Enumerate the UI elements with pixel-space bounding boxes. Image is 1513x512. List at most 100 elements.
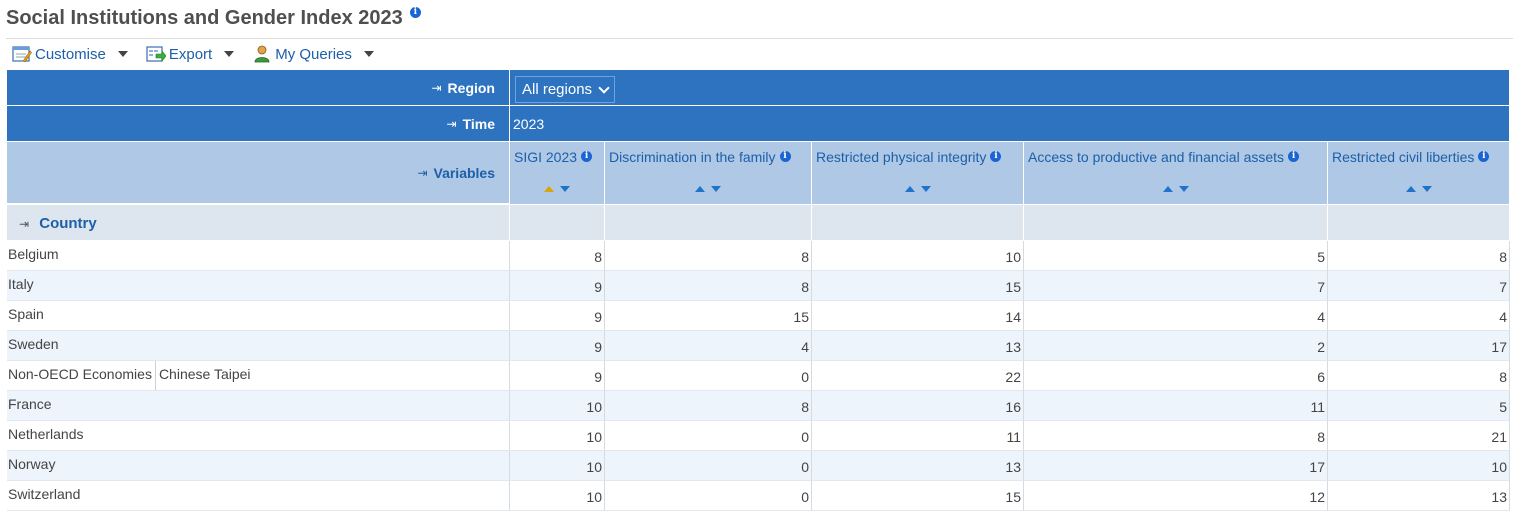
region-label: Region bbox=[447, 79, 495, 96]
value-cell: 4 bbox=[1328, 301, 1510, 331]
empty-cell bbox=[605, 205, 812, 241]
customise-menu[interactable]: Customise bbox=[12, 45, 128, 63]
empty-cell bbox=[1328, 205, 1510, 241]
chevron-down-icon bbox=[598, 81, 610, 94]
chevron-down-icon bbox=[224, 51, 235, 57]
sort-ascending-icon[interactable] bbox=[1405, 185, 1416, 192]
value-cell: 13 bbox=[812, 331, 1024, 361]
country-cell: France bbox=[7, 391, 510, 421]
value-cell: 8 bbox=[605, 271, 812, 301]
value-cell: 10 bbox=[510, 481, 605, 511]
customise-icon bbox=[12, 46, 32, 63]
column-header[interactable]: Discrimination in the family i bbox=[605, 142, 811, 173]
export-label: Export bbox=[168, 45, 213, 63]
value-cell: 9 bbox=[510, 271, 605, 301]
info-icon[interactable]: i bbox=[581, 151, 593, 162]
time-row: ⇥ Time 2023 bbox=[7, 106, 1510, 142]
chevron-down-icon bbox=[363, 51, 374, 57]
sort-ascending-icon[interactable] bbox=[1162, 185, 1173, 192]
sort-descending-icon[interactable] bbox=[711, 185, 721, 192]
value-cell: 22 bbox=[812, 361, 1024, 391]
country-name: France bbox=[8, 396, 52, 412]
info-icon[interactable]: i bbox=[990, 151, 1002, 162]
user-icon bbox=[254, 45, 270, 63]
sort-controls bbox=[1024, 173, 1327, 204]
info-icon[interactable]: i bbox=[779, 151, 791, 162]
time-dimension-header[interactable]: ⇥ Time bbox=[7, 106, 510, 142]
column-header-label: Discrimination in the family bbox=[609, 149, 776, 165]
my-queries-menu[interactable]: My Queries bbox=[252, 45, 374, 63]
value-cell: 0 bbox=[605, 421, 812, 451]
country-subname: Chinese Taipei bbox=[154, 361, 251, 390]
country-name: Switzerland bbox=[8, 486, 81, 502]
value-cell: 16 bbox=[812, 391, 1024, 421]
column-header[interactable]: Access to productive and financial asset… bbox=[1024, 142, 1327, 173]
country-cell: Switzerland bbox=[7, 481, 510, 511]
value-cell: 4 bbox=[1024, 301, 1328, 331]
column-header[interactable]: Restricted physical integrity i bbox=[812, 142, 1023, 173]
country-name: Norway bbox=[8, 456, 56, 472]
country-name: Belgium bbox=[8, 246, 59, 262]
country-cell: Italy bbox=[7, 271, 510, 301]
info-icon[interactable]: i bbox=[409, 7, 421, 18]
country-cell: Belgium bbox=[7, 241, 510, 271]
value-cell: 15 bbox=[605, 301, 812, 331]
value-cell: 15 bbox=[812, 481, 1024, 511]
value-cell: 8 bbox=[510, 241, 605, 271]
region-dimension-header[interactable]: ⇥ Region bbox=[7, 70, 510, 106]
sort-controls bbox=[605, 173, 811, 204]
country-name: Italy bbox=[8, 276, 34, 292]
sort-ascending-icon[interactable] bbox=[695, 185, 705, 192]
empty-cell bbox=[510, 205, 605, 241]
value-cell: 9 bbox=[510, 361, 605, 391]
value-cell: 7 bbox=[1024, 271, 1328, 301]
country-label: Country bbox=[39, 215, 97, 232]
pivot-arrow-icon: ⇥ bbox=[19, 217, 30, 231]
sort-descending-icon[interactable] bbox=[1178, 185, 1189, 192]
value-cell: 10 bbox=[812, 241, 1024, 271]
country-cell: Sweden bbox=[7, 331, 510, 361]
value-cell: 10 bbox=[510, 391, 605, 421]
table-body: Belgium 8 8 10 5 8 Italy 9 8 15 7 7 Spain 9 15 14 4 4 Swed… bbox=[7, 241, 1510, 511]
export-menu[interactable]: Export bbox=[146, 45, 235, 63]
toolbar: Customise Export My Queries bbox=[6, 38, 1513, 69]
sort-controls bbox=[812, 173, 1023, 204]
value-cell: 14 bbox=[812, 301, 1024, 331]
value-cell: 21 bbox=[1328, 421, 1510, 451]
value-cell: 8 bbox=[1328, 241, 1510, 271]
table-row: Norway 10 0 13 17 10 bbox=[7, 451, 1510, 481]
country-header-row: ⇥ Country bbox=[7, 205, 1510, 241]
sort-descending-icon[interactable] bbox=[920, 185, 931, 192]
info-icon[interactable]: i bbox=[1478, 151, 1490, 162]
country-cell: Spain bbox=[7, 301, 510, 331]
value-cell: 9 bbox=[510, 301, 605, 331]
value-cell: 6 bbox=[1024, 361, 1328, 391]
info-icon[interactable]: i bbox=[1288, 151, 1300, 162]
value-cell: 8 bbox=[605, 241, 812, 271]
country-name: Sweden bbox=[8, 336, 59, 352]
variables-dimension-header[interactable]: ⇥ Variables bbox=[7, 142, 510, 204]
table-row: Spain 9 15 14 4 4 bbox=[7, 301, 1510, 331]
my-queries-label: My Queries bbox=[275, 45, 352, 63]
value-cell: 5 bbox=[1328, 391, 1510, 421]
country-cell: Netherlands bbox=[7, 421, 510, 451]
variables-header-row: ⇥ Variables SIGI 2023 i Discrimination i… bbox=[7, 142, 1510, 205]
column-header[interactable]: Restricted civil liberties i bbox=[1328, 142, 1509, 173]
sort-descending-icon[interactable] bbox=[1421, 185, 1432, 192]
value-cell: 8 bbox=[1024, 421, 1328, 451]
sort-controls bbox=[1328, 173, 1509, 204]
page-title: Social Institutions and Gender Index 202… bbox=[6, 7, 403, 29]
country-dimension-header[interactable]: ⇥ Country bbox=[7, 205, 510, 241]
column-physical-integrity: Restricted physical integrity i bbox=[812, 142, 1024, 205]
value-cell: 7 bbox=[1328, 271, 1510, 301]
region-select[interactable]: All regions bbox=[515, 76, 616, 103]
sort-ascending-icon[interactable] bbox=[904, 185, 915, 192]
country-name: Netherlands bbox=[8, 426, 84, 442]
sort-ascending-icon[interactable] bbox=[544, 185, 554, 192]
column-header[interactable]: SIGI 2023 i bbox=[510, 142, 604, 173]
country-name: Non-OECD Economies bbox=[8, 366, 152, 382]
table-row: Belgium 8 8 10 5 8 bbox=[7, 241, 1510, 271]
value-cell: 10 bbox=[510, 421, 605, 451]
pivot-arrow-icon: ⇥ bbox=[431, 80, 442, 95]
sort-descending-icon[interactable] bbox=[560, 185, 570, 192]
